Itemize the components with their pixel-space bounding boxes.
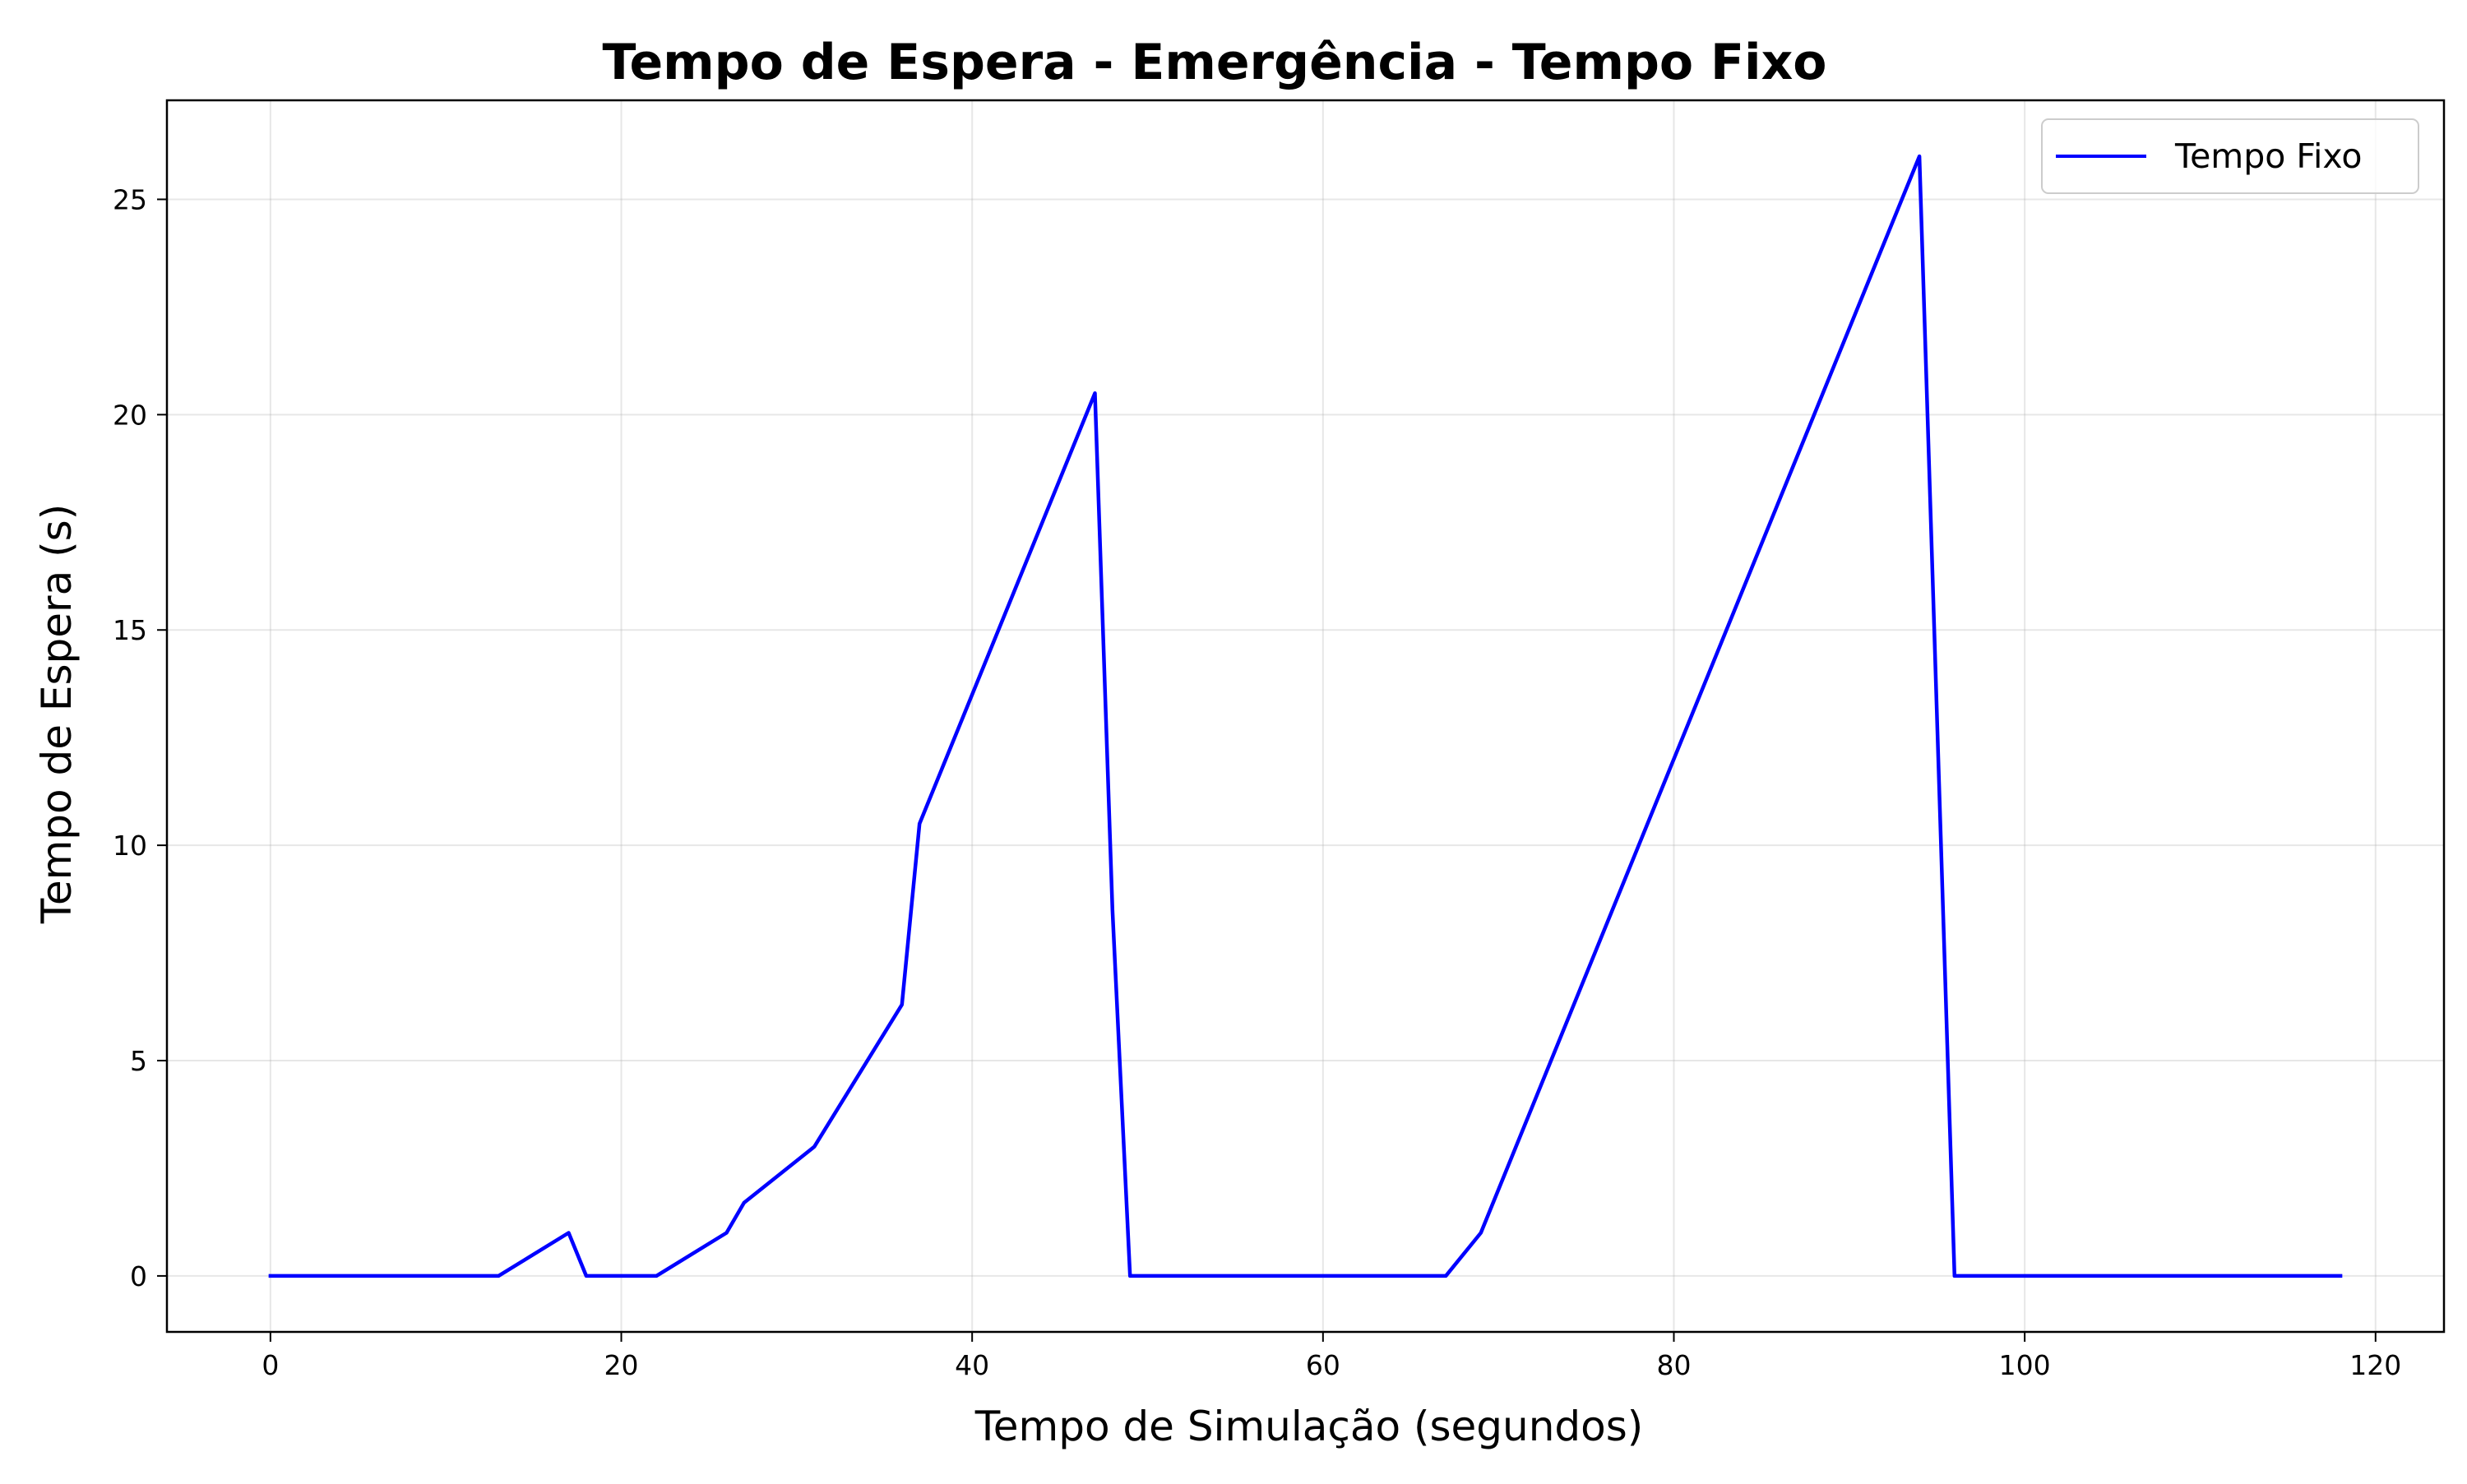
y-tick-label: 10 [113,830,147,862]
chart-title: Tempo de Espera - Emergência - Tempo Fix… [602,34,1826,91]
legend-box [2041,118,2419,194]
y-tick-label: 25 [113,183,147,215]
y-tick-label: 20 [113,399,147,431]
plot-frame [165,99,2446,1334]
y-tick-label: 15 [113,614,147,646]
x-tick-label: 40 [955,1349,989,1381]
x-tick-label: 0 [262,1349,279,1381]
legend: Tempo Fixo [2041,118,2419,194]
grid [167,100,2444,1332]
x-tick-label: 20 [604,1349,639,1381]
x-tick-label: 120 [2349,1349,2401,1381]
y-tick-label: 0 [130,1260,147,1292]
x-tick-label: 60 [1306,1349,1340,1381]
x-axis-ticks: 0 20 40 60 80 100 120 [262,1332,2401,1381]
legend-label: Tempo Fixo [2174,136,2362,176]
x-axis-label: Tempo de Simulação (segundos) [974,1403,1644,1450]
series-layer [268,154,2343,1278]
series-line [268,154,2343,1278]
y-axis-label: Tempo de Espera (s) [33,504,81,924]
y-axis-ticks: 0 5 10 15 20 25 [113,183,167,1292]
x-tick-label: 100 [1999,1349,2051,1381]
y-tick-label: 5 [130,1045,147,1077]
x-tick-label: 80 [1656,1349,1691,1381]
